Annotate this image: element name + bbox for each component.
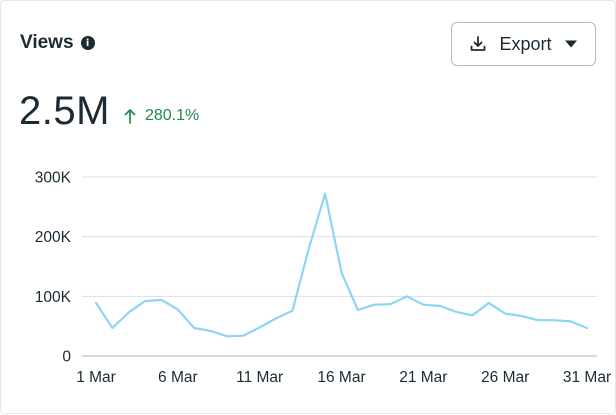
x-tick-label: 1 Mar (76, 369, 116, 386)
data-point (586, 327, 588, 329)
data-point (439, 305, 441, 307)
y-tick-label: 200K (35, 229, 72, 246)
metric-value: 2.5M (19, 89, 110, 133)
data-point (471, 314, 473, 316)
views-series-line (94, 192, 589, 338)
export-button[interactable]: Export (451, 22, 596, 66)
x-tick-label: 31 Mar (563, 369, 611, 386)
data-point (177, 308, 179, 310)
data-point (193, 327, 195, 329)
card-title: Views (20, 32, 74, 53)
info-icon[interactable]: i (80, 36, 95, 50)
x-tick-label: 26 Mar (481, 369, 529, 386)
data-point (340, 271, 342, 273)
data-point (291, 310, 293, 312)
data-point (95, 302, 97, 304)
y-tick-label: 300K (35, 170, 72, 187)
data-point (406, 295, 408, 297)
data-point (128, 311, 130, 313)
data-point (209, 330, 211, 332)
data-point (275, 317, 277, 319)
metric-summary: 2.5M 280.1% (19, 89, 199, 134)
data-point (455, 311, 457, 313)
change-indicator: 280.1% (124, 107, 199, 125)
data-point (373, 304, 375, 306)
caret-down-icon (564, 40, 577, 48)
data-point (537, 319, 539, 321)
data-point (357, 309, 359, 311)
arrow-up-icon (124, 109, 136, 124)
x-tick-label: 11 Mar (236, 369, 283, 386)
change-value: 280.1% (144, 107, 200, 124)
data-point (226, 335, 228, 337)
data-point (390, 303, 392, 305)
data-point (259, 326, 261, 328)
y-tick-label: 0 (62, 349, 71, 366)
data-point (308, 248, 310, 250)
data-point (570, 320, 572, 322)
data-point (144, 300, 146, 302)
data-point (160, 299, 162, 301)
data-point (422, 304, 424, 306)
data-point (553, 319, 555, 321)
x-tick-label: 21 Mar (399, 369, 447, 386)
export-button-label: Export (499, 33, 552, 54)
x-tick-label: 6 Mar (158, 369, 198, 386)
card-header: Views i (20, 32, 95, 54)
y-tick-label: 100K (35, 289, 72, 306)
download-icon (471, 36, 486, 51)
data-point (324, 193, 326, 195)
data-point (242, 335, 244, 337)
data-point (504, 313, 506, 315)
data-point (520, 315, 522, 317)
x-tick-label: 16 Mar (317, 369, 365, 386)
data-point (488, 302, 490, 304)
data-point (111, 327, 113, 329)
